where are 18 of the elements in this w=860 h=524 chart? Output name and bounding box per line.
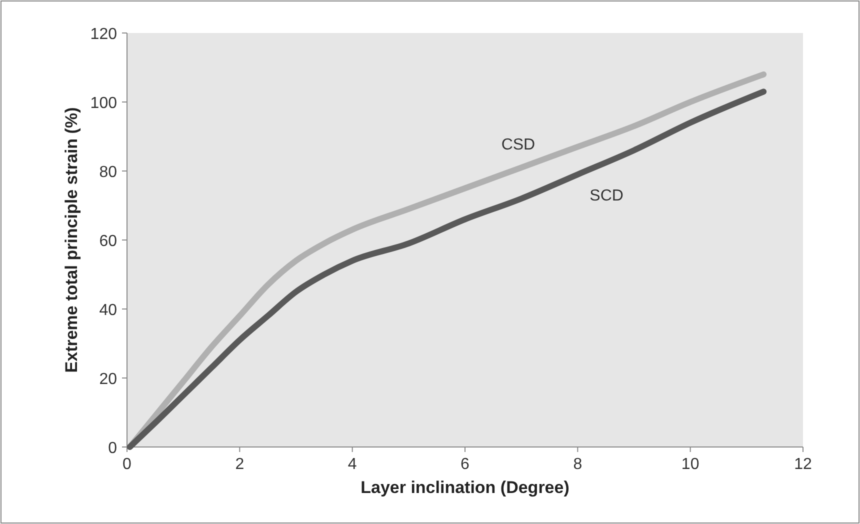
- x-tick-label: 6: [460, 456, 470, 473]
- series-label: SCD: [590, 187, 624, 204]
- y-tick-label: 120: [90, 26, 118, 43]
- y-tick-label: 80: [99, 164, 118, 181]
- y-axis-title: Extreme total principle strain (%): [62, 107, 81, 373]
- y-tick-label: 100: [90, 95, 118, 112]
- x-tick-label: 12: [794, 456, 812, 473]
- x-tick-label: 8: [573, 456, 582, 473]
- x-tick-label: 10: [681, 456, 700, 473]
- y-tick-label: 0: [108, 440, 118, 457]
- series-label: CSD: [501, 136, 536, 154]
- y-tick-label: 20: [99, 371, 118, 388]
- x-tick-label: 2: [235, 456, 244, 473]
- x-tick-label: 0: [122, 456, 132, 473]
- x-axis-title: Layer inclination (Degree): [360, 478, 570, 497]
- x-tick-label: 4: [348, 456, 357, 473]
- y-tick-label: 60: [99, 233, 118, 250]
- y-tick-label: 40: [99, 302, 118, 319]
